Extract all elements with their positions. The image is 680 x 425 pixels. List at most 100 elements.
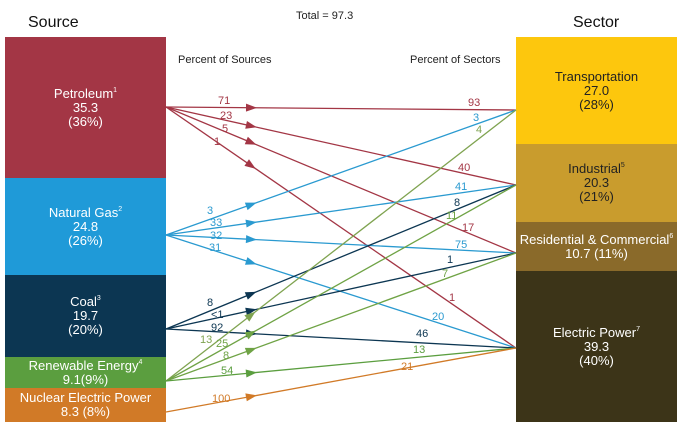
footnote-marker: 5 [620,162,625,169]
flow-line [165,184,517,330]
flow-petroleum-to-industrial: 23 40 [165,106,517,186]
sector-percent-label: 1 [449,292,455,304]
flow-nuclear-to-electric: 100 21 [165,347,517,413]
sector-percent-label: 7 [442,268,448,280]
flow-renewable-to-industrial: 25 11 [165,184,517,382]
arrowhead-icon [245,103,257,112]
flow-renewable-to-electric: 54 13 [165,344,517,382]
arrowhead-icon [244,202,257,211]
source-box-petroleum: Petroleum1 35.3 (36%) [5,37,166,178]
flow-coal-to-electric: 92 46 [165,322,517,349]
flow-line [165,106,517,254]
source-name: Renewable Energy4 [28,357,143,373]
source-name: Coal3 [70,294,101,309]
sector-percent-label: 41 [455,181,467,193]
footnote-marker: 6 [669,232,674,240]
flow-line [165,234,517,254]
flow-natural-gas-to-industrial: 33 41 [165,181,517,236]
percent-of-sources-label: Percent of Sources [178,54,272,66]
source-percent-label: 54 [221,365,233,377]
arrowhead-icon [244,257,257,265]
source-value: 9.1(9%) [62,371,109,387]
arrowhead-icon [244,311,256,322]
flow-line [165,106,517,186]
sector-value: 10.7 (11%) [565,245,628,261]
total-label: Total = 97.3 [296,10,354,22]
arrowhead-icon [244,159,256,169]
arrowhead-icon [245,235,257,244]
footnote-marker: 3 [96,295,101,302]
flow-line [165,252,517,382]
flow-line [165,184,517,236]
source-box-nuclear: Nuclear Electric Power 8.3 (8%) [5,388,166,422]
source-name: Petroleum1 [53,85,118,101]
arrowhead-icon [245,120,257,129]
sector-name: Electric Power7 [553,324,640,340]
source-percent-label: 8 [223,350,229,362]
source-header: Source [28,14,79,31]
sector-percent: (28%) [579,96,614,112]
source-percent-label: 92 [211,322,223,334]
flow-line [165,184,517,382]
flow-line [165,328,517,349]
flow-line [165,106,517,349]
source-percent-label: 71 [218,95,230,107]
source-percent-label: 13 [200,334,212,346]
flow-line [165,347,517,382]
sector-value: 39.3 [583,338,610,354]
sector-name: Industrial5 [568,161,625,176]
source-box-renewable: Renewable Energy4 9.1(9%) [5,357,166,388]
sector-percent-label: 21 [401,361,413,373]
source-percent-label: <1 [211,309,224,321]
footnote-marker: 4 [138,358,143,366]
arrowhead-icon [244,291,257,300]
percent-of-sectors-label: Percent of Sectors [410,54,501,66]
flow-petroleum-to-transportation: 71 93 [165,95,517,112]
flow-natural-gas-to-res-com: 32 75 [165,230,517,254]
sector-percent-label: 13 [413,344,425,356]
flow-line [165,252,517,330]
source-percent-label: 5 [222,123,228,135]
flow-natural-gas-to-transportation: 33 [165,109,517,236]
source-percent-label: 31 [209,242,221,254]
source-percent-label: 32 [210,230,222,242]
arrowhead-icon [244,136,257,145]
sector-name: Residential & Commercial6 [519,231,674,247]
sector-percent-label: 40 [458,162,470,174]
flow-coal-to-res-com: <1 1 [165,252,517,330]
footnote-marker: 7 [636,325,640,333]
flow-coal-to-industrial: 88 [165,184,517,330]
flow-line [165,347,517,413]
source-percent-label: 25 [216,338,228,350]
sector-box-transportation: Transportation 27.0 (28%) [516,37,677,144]
source-percent: (26%) [68,232,103,248]
sector-box-electric: Electric Power7 39.3 (40%) [516,271,677,422]
footnote-marker: 2 [118,205,123,213]
sector-percent-label: 46 [416,328,428,340]
sector-percent: (40%) [579,352,614,368]
flow-petroleum-to-res-com: 5 17 [165,106,517,254]
source-percent: (36%) [68,113,103,129]
flow-petroleum-to-electric: 11 [165,106,517,349]
source-value: 35.3 [72,99,99,115]
sector-percent-label: 11 [446,210,457,222]
source-percent-label: 8 [207,297,213,309]
sector-percent-label: 75 [455,239,467,251]
source-percent-label: 23 [220,110,232,122]
sector-percent-label: 3 [473,112,479,124]
source-percent-label: 100 [212,393,230,405]
sector-percent-label: 20 [432,311,444,323]
flow-line [165,109,517,236]
sector-percent-label: 93 [468,97,480,109]
source-value: 19.7 [72,308,99,323]
arrowhead-icon [245,219,257,228]
arrowhead-icon [245,369,257,378]
source-value: 24.8 [72,218,99,234]
arrowhead-icon [245,393,257,402]
sector-header: Sector [573,14,620,31]
source-percent-label: 1 [214,136,220,148]
flow-renewable-to-res-com: 87 [165,252,517,382]
sector-value: 20.3 [583,175,610,190]
flow-renewable-to-transportation: 134 [165,109,517,382]
